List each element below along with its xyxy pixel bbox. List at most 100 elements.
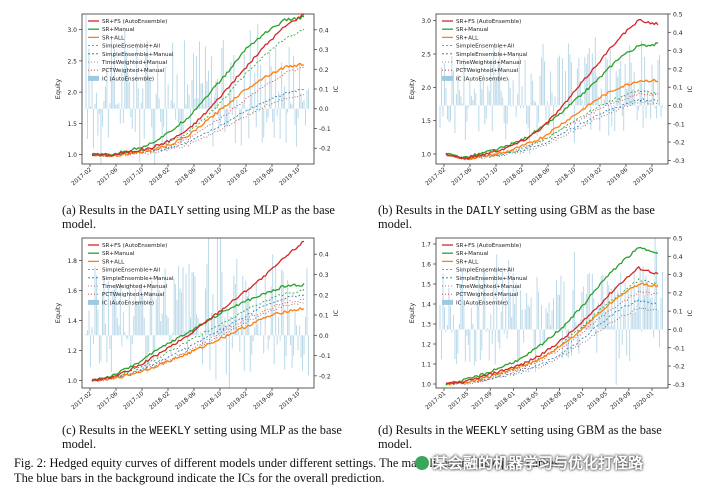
legend-label: SR+ALL [456, 259, 479, 265]
legend-label: IC (AutoEnsemble) [102, 300, 154, 306]
chart-b: 1.0 1.5 2.0 2.5 3.0 -0.3 -0.2 -0.1 0.0 0.1 0.2 0.3 0… [408, 12, 694, 188]
caption-b-prefix: (b) Results in the [378, 203, 464, 217]
x-tick-label: 2019-02 [581, 167, 604, 187]
x-tick-label: 2019-05 [587, 391, 610, 411]
series-line [91, 288, 305, 382]
watermark: 某会融的机器学习与优化打怪路 [415, 452, 643, 473]
y2-tick-label: 0.5 [673, 236, 683, 243]
y2-tick-label: 0.2 [673, 66, 683, 73]
y-tick-label: 3.0 [421, 18, 431, 25]
legend-label: TimeWeighted+Manual [455, 60, 522, 66]
caption-b-suffix: setting using GBM as the base [503, 203, 655, 217]
x-tick-label: 2018-10 [201, 391, 224, 411]
legend-label: SimpleEnsemble+Manual [456, 276, 528, 282]
series-line [445, 306, 659, 386]
y2-axis-label: IC [686, 309, 694, 316]
series-line [91, 28, 305, 157]
legend-label: IC (AutoEnsemble) [456, 300, 508, 306]
x-tick-label: 2017-09 [471, 391, 494, 411]
y-tick-label: 1.0 [421, 152, 431, 159]
y-tick-label: 1.6 [67, 288, 77, 295]
legend-swatch [88, 75, 99, 81]
y2-tick-label: -0.2 [673, 140, 685, 147]
series-line [446, 265, 659, 385]
x-tick-label: 2017-01 [425, 391, 448, 411]
y2-tick-label: 0.1 [673, 309, 683, 316]
y-tick-label: 3.0 [67, 27, 77, 34]
y-tick-label: 1.0 [67, 378, 77, 385]
y-tick-label: 1.2 [421, 342, 431, 349]
caption-d: (d) Results in the WEEKLY setting using … [378, 424, 678, 451]
legend-label: SimpleEnsemble+All [102, 44, 161, 50]
series-line [445, 290, 659, 386]
series-line [445, 282, 659, 386]
y2-tick-label: 0.0 [319, 333, 329, 340]
legend-label: PCTWeighted+Manual [456, 292, 519, 298]
legend-label: SR+FS (AutoEnsemble) [102, 19, 167, 25]
series-line [445, 97, 659, 161]
x-tick-label: 2018-06 [175, 391, 198, 411]
x-tick-label: 2019-02 [227, 391, 250, 411]
y2-tick-label: 0.1 [319, 313, 329, 320]
y-axis-label: Equity [54, 303, 62, 324]
y2-tick-label: 0.2 [673, 290, 683, 297]
legend-label: SimpleEnsemble+Manual [102, 52, 174, 58]
y2-tick-label: -0.1 [319, 126, 331, 133]
chart-d: 1.0 1.1 1.2 1.3 1.4 1.5 1.6 1.7 -0.3 -0.2 -0.1 0.0 0… [408, 236, 694, 412]
chart-c: 1.0 1.2 1.4 1.6 1.8 -0.2 -0.1 0.0 0.1 0.2 0.3 0.4 20… [54, 237, 340, 411]
y-axis-label: Equity [408, 79, 416, 100]
x-tick-label: 2017-02 [71, 167, 94, 187]
y-tick-label: 2.0 [67, 90, 77, 97]
legend-label: TimeWeighted+Manual [455, 284, 522, 290]
legend-label: SR+FS (AutoEnsemble) [456, 243, 521, 249]
caption-c-prefix: (c) Results in the [62, 423, 147, 437]
x-tick-label: 2019-10 [633, 167, 656, 187]
legend-label: SimpleEnsemble+All [102, 268, 161, 274]
y2-tick-label: 0.5 [673, 12, 683, 19]
x-tick-label: 2017-05 [448, 391, 471, 411]
x-tick-label: 2018-01 [494, 391, 517, 411]
y-tick-label: 1.2 [67, 348, 77, 355]
legend-label: SimpleEnsemble+All [456, 268, 515, 274]
chart-panel-b: 1.0 1.5 2.0 2.5 3.0 -0.3 -0.2 -0.1 0.0 0.1 0.2 0.3 0… [362, 4, 712, 214]
legend-label: SimpleEnsemble+All [456, 44, 515, 50]
legend-label: SimpleEnsemble+Manual [102, 276, 174, 282]
series-line [91, 13, 305, 158]
legend-label: PCTWeighted+Manual [102, 292, 165, 298]
wechat-icon [415, 456, 429, 470]
chart-panel-a: 1.0 1.5 2.0 2.5 3.0 -0.2 -0.1 0.0 0.1 0.2 0.3 0.4 20… [8, 4, 358, 214]
caption-c-setting: WEEKLY [149, 425, 191, 438]
caption-a-setting: DAILY [149, 205, 184, 218]
series-line [445, 299, 659, 386]
x-tick-label: 2020-01 [633, 391, 656, 411]
x-tick-label: 2017-02 [71, 391, 94, 411]
y-tick-label: 1.3 [421, 322, 431, 329]
caption-b: (b) Results in the DAILY setting using G… [378, 204, 678, 231]
x-tick-label: 2019-06 [253, 391, 276, 411]
series-line [445, 42, 659, 159]
y-tick-label: 1.5 [421, 118, 431, 125]
y2-tick-label: 0.0 [319, 106, 329, 113]
legend-label: SR+Manual [456, 251, 489, 257]
x-tick-label: 2019-10 [279, 167, 302, 187]
x-tick-label: 2019-06 [607, 167, 630, 187]
x-tick-label: 2017-10 [123, 391, 146, 411]
legend-label: TimeWeighted+Manual [101, 60, 168, 66]
y2-tick-label: 0.4 [673, 254, 683, 261]
caption-c-line2: model. [62, 437, 97, 451]
x-tick-label: 2017-02 [425, 167, 448, 187]
x-tick-label: 2019-01 [564, 391, 587, 411]
y2-axis-label: IC [332, 309, 340, 316]
y2-axis-label: IC [686, 85, 694, 92]
caption-a: (a) Results in the DAILY setting using M… [62, 204, 362, 231]
legend-label: SR+ALL [102, 259, 125, 265]
y-tick-label: 2.0 [421, 85, 431, 92]
y2-tick-label: 0.2 [319, 292, 329, 299]
y2-tick-label: -0.3 [673, 382, 685, 389]
y2-tick-label: 0.1 [319, 87, 329, 94]
y2-tick-label: 0.1 [673, 85, 683, 92]
series-line [445, 101, 659, 161]
y-axis-label: Equity [54, 79, 62, 100]
legend-swatch [442, 75, 453, 81]
caption-c-suffix: setting using MLP as the base [193, 423, 342, 437]
